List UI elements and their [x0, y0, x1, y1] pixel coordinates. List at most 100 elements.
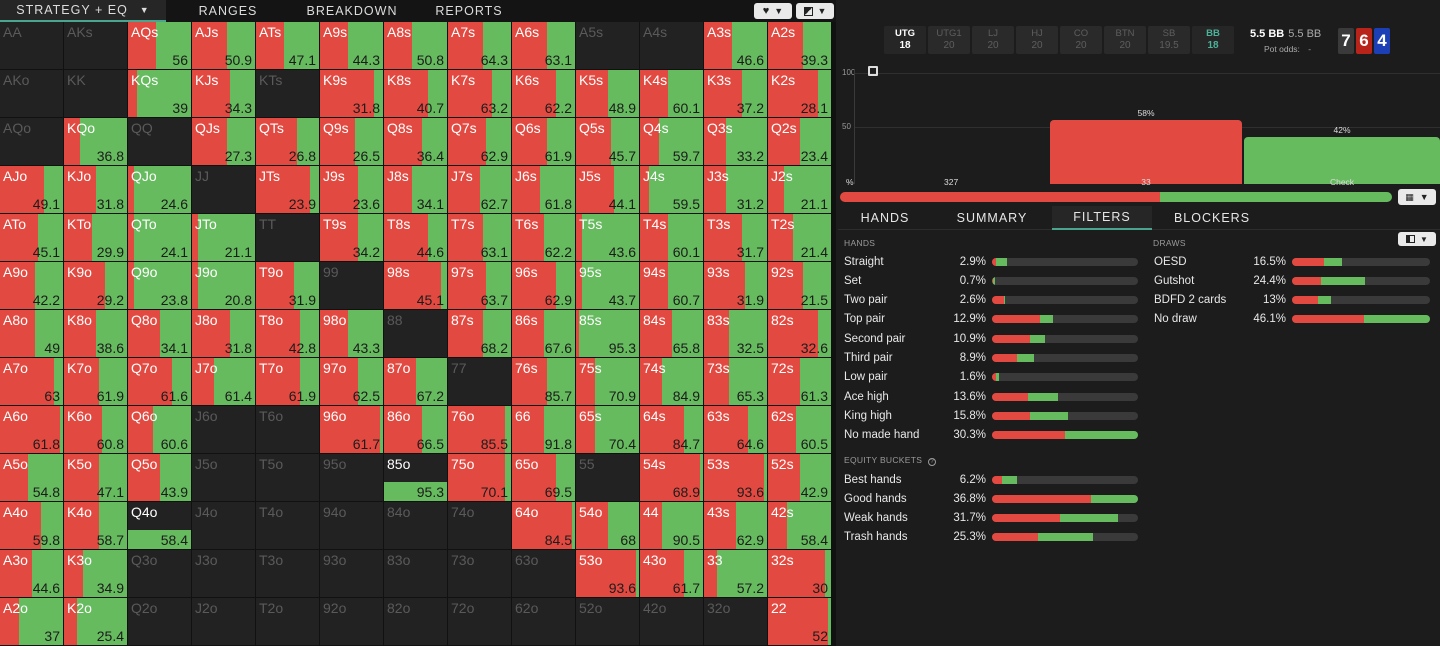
hand-cell[interactable]: 75s 70.9 [576, 358, 640, 406]
hand-cell[interactable]: 96o 61.7 [320, 406, 384, 454]
hand-cell[interactable]: 64o 84.5 [512, 502, 576, 550]
hand-cell[interactable]: 52s 42.9 [768, 454, 832, 502]
hand-cell[interactable]: K2s 28.1 [768, 70, 832, 118]
hand-cell[interactable]: TT [256, 214, 320, 262]
filter-row[interactable]: BDFD 2 cards 13% [1154, 291, 1430, 310]
hand-cell[interactable]: K6s 62.2 [512, 70, 576, 118]
hand-cell[interactable]: A3o 44.6 [0, 550, 64, 598]
hand-cell[interactable]: T3o [256, 550, 320, 598]
hand-cell[interactable]: AA [0, 22, 64, 70]
hand-cell[interactable]: 33 57.2 [704, 550, 768, 598]
filter-row[interactable]: No draw 46.1% [1154, 310, 1430, 329]
hand-cell[interactable]: ATo 45.1 [0, 214, 64, 262]
hand-cell[interactable]: 98s 45.1 [384, 262, 448, 310]
filter-row[interactable]: Weak hands 31.7% [844, 509, 1142, 528]
draws-view-toggle[interactable]: ▼ [1398, 232, 1436, 246]
hand-cell[interactable]: Q3o [128, 550, 192, 598]
filter-row[interactable]: Good hands 36.8% [844, 489, 1142, 508]
hand-cell[interactable]: 84s 65.8 [640, 310, 704, 358]
hand-cell[interactable]: 73s 65.3 [704, 358, 768, 406]
hand-cell[interactable]: AQs 56 [128, 22, 192, 70]
filter-row[interactable]: Ace high 13.6% [844, 387, 1142, 406]
hand-cell[interactable]: Q7s 62.9 [448, 118, 512, 166]
filter-row[interactable]: Low pair 1.6% [844, 368, 1142, 387]
tab-blockers[interactable]: BLOCKERS [1152, 206, 1272, 230]
hand-cell[interactable]: J8s 34.1 [384, 166, 448, 214]
filter-row[interactable]: Trash hands 25.3% [844, 528, 1142, 547]
hand-cell[interactable]: Q4s 59.7 [640, 118, 704, 166]
hand-cell[interactable]: 55 [576, 454, 640, 502]
hand-cell[interactable]: K7o 61.9 [64, 358, 128, 406]
hand-cell[interactable]: A5s [576, 22, 640, 70]
hand-cell[interactable]: J8o 31.8 [192, 310, 256, 358]
hand-cell[interactable]: KTo 29.9 [64, 214, 128, 262]
hand-cell[interactable]: 92s 21.5 [768, 262, 832, 310]
favorite-button[interactable]: ♥ ▼ [754, 3, 792, 19]
hand-cell[interactable]: 63o [512, 550, 576, 598]
hand-cell[interactable]: A2o 37 [0, 598, 64, 646]
hand-cell[interactable]: 62s 60.5 [768, 406, 832, 454]
hand-cell[interactable]: T9o 31.9 [256, 262, 320, 310]
hand-cell[interactable]: T7o 61.9 [256, 358, 320, 406]
grid-view-button[interactable]: ▦ ▼ [1398, 189, 1436, 205]
position-btn[interactable]: BTN 20 [1104, 26, 1146, 54]
hand-cell[interactable]: K8s 40.7 [384, 70, 448, 118]
hand-cell[interactable]: Q2s 23.4 [768, 118, 832, 166]
hand-cell[interactable]: J4o [192, 502, 256, 550]
hand-cell[interactable]: Q4o 58.4 [128, 502, 192, 550]
hand-cell[interactable]: 74s 84.9 [640, 358, 704, 406]
hand-cell[interactable]: 99 [320, 262, 384, 310]
hand-cell[interactable]: 74o [448, 502, 512, 550]
hand-cell[interactable]: A4o 59.8 [0, 502, 64, 550]
tab-reports[interactable]: REPORTS [414, 0, 524, 22]
hand-cell[interactable]: A7o 63 [0, 358, 64, 406]
hand-cell[interactable]: QJs 27.3 [192, 118, 256, 166]
hand-cell[interactable]: 95o [320, 454, 384, 502]
hand-cell[interactable]: Q2o [128, 598, 192, 646]
hand-cell[interactable]: T3s 31.7 [704, 214, 768, 262]
hand-cell[interactable]: 84o [384, 502, 448, 550]
hand-cell[interactable]: K6o 60.8 [64, 406, 128, 454]
hand-cell[interactable]: T9s 34.2 [320, 214, 384, 262]
hand-cell[interactable]: T7s 63.1 [448, 214, 512, 262]
filter-row[interactable]: No made hand 30.3% [844, 426, 1142, 445]
hand-cell[interactable]: 63s 64.6 [704, 406, 768, 454]
hand-cell[interactable]: T8o 42.8 [256, 310, 320, 358]
hand-cell[interactable]: J7o 61.4 [192, 358, 256, 406]
hand-cell[interactable]: A9s 44.3 [320, 22, 384, 70]
hand-cell[interactable]: 65s 70.4 [576, 406, 640, 454]
tab-summary[interactable]: SUMMARY [932, 206, 1052, 230]
hand-cell[interactable]: 42s 58.4 [768, 502, 832, 550]
hand-cell[interactable]: 72s 61.3 [768, 358, 832, 406]
hand-cell[interactable]: 52o [576, 598, 640, 646]
hand-cell[interactable]: Q5o 43.9 [128, 454, 192, 502]
position-utg1[interactable]: UTG1 20 [928, 26, 970, 54]
hand-cell[interactable]: JTs 23.9 [256, 166, 320, 214]
expand-icon[interactable] [868, 66, 878, 76]
hand-cell[interactable]: AKs [64, 22, 128, 70]
hand-cell[interactable]: J9s 23.6 [320, 166, 384, 214]
hand-cell[interactable]: 42o [640, 598, 704, 646]
hand-cell[interactable]: J4s 59.5 [640, 166, 704, 214]
hand-cell[interactable]: 43o 61.7 [640, 550, 704, 598]
hand-cell[interactable]: 66 91.8 [512, 406, 576, 454]
filter-row[interactable]: King high 15.8% [844, 406, 1142, 425]
hand-cell[interactable]: T2s 21.4 [768, 214, 832, 262]
hand-cell[interactable]: 32o [704, 598, 768, 646]
hand-cell[interactable]: T6s 62.2 [512, 214, 576, 262]
filter-row[interactable]: OESD 16.5% [1154, 252, 1430, 271]
hand-cell[interactable]: 97o 62.5 [320, 358, 384, 406]
display-mode-button[interactable]: ▼ [796, 3, 834, 19]
hand-cell[interactable]: A3s 46.6 [704, 22, 768, 70]
hand-cell[interactable]: 85s 95.3 [576, 310, 640, 358]
hand-cell[interactable]: 86s 67.6 [512, 310, 576, 358]
hand-cell[interactable]: 87o 67.2 [384, 358, 448, 406]
hand-cell[interactable]: T4s 60.1 [640, 214, 704, 262]
hand-cell[interactable]: QQ [128, 118, 192, 166]
tab-hands[interactable]: HANDS [838, 206, 932, 230]
hand-cell[interactable]: 88 [384, 310, 448, 358]
hand-cell[interactable]: 82o [384, 598, 448, 646]
hand-cell[interactable]: J9o 20.8 [192, 262, 256, 310]
hand-cell[interactable]: J3s 31.2 [704, 166, 768, 214]
hand-cell[interactable]: T6o [256, 406, 320, 454]
